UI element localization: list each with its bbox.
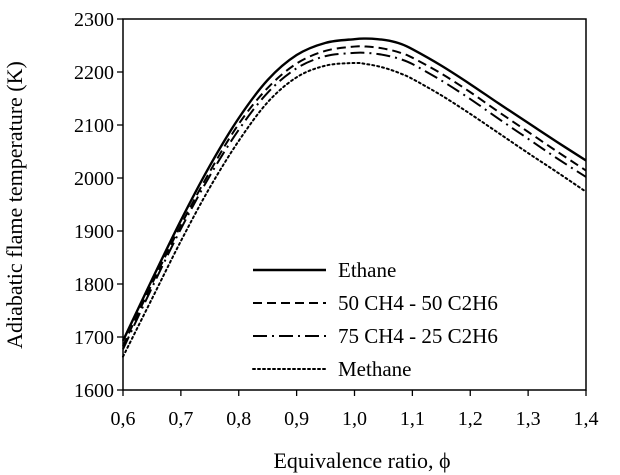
legend-label-1: Ethane <box>338 258 396 282</box>
x-tick-label: 1,0 <box>342 408 367 430</box>
series-line-3 <box>122 51 587 350</box>
legend-label-2: 50 CH4 - 50 C2H6 <box>338 291 498 315</box>
y-tick-label: 1600 <box>74 380 114 402</box>
y-tick-label: 1800 <box>74 274 114 296</box>
x-tick-label: 0,9 <box>284 408 309 430</box>
axes-layer: 0,6 0,7 0,8 0,9 1,0 1,1 1,2 1,3 1,4 1600 1700 1800 1… <box>74 9 599 430</box>
y-axis-title: Adiabatic flame temperature (K) <box>2 61 27 349</box>
x-tick-label: 1,4 <box>574 408 599 430</box>
series-layer <box>121 37 587 358</box>
x-axis-title: Equivalence ratio, ϕ <box>273 448 450 473</box>
series-line-4 <box>122 61 587 358</box>
x-tick-label: 1,1 <box>400 408 425 430</box>
y-tick-label: 2100 <box>74 115 114 137</box>
x-tick-label: 1,2 <box>458 408 483 430</box>
y-tick-label: 1700 <box>74 327 114 349</box>
legend-label-4: Methane <box>338 357 411 381</box>
x-tick-label: 0,8 <box>226 408 251 430</box>
legend: Ethane 50 CH4 - 50 C2H6 75 CH4 - 25 C2H6 Me… <box>252 258 498 381</box>
series-line-2 <box>122 45 587 347</box>
legend-label-3: 75 CH4 - 25 C2H6 <box>338 324 498 348</box>
x-tick-label: 1,3 <box>516 408 541 430</box>
x-tick-label: 0,7 <box>168 408 193 430</box>
series-line-1 <box>121 37 587 342</box>
y-tick-label: 2000 <box>74 168 114 190</box>
x-tick-label: 0,6 <box>111 408 136 430</box>
y-tick-label: 2300 <box>74 9 114 31</box>
y-tick-label: 1900 <box>74 221 114 243</box>
y-tick-label: 2200 <box>74 62 114 84</box>
